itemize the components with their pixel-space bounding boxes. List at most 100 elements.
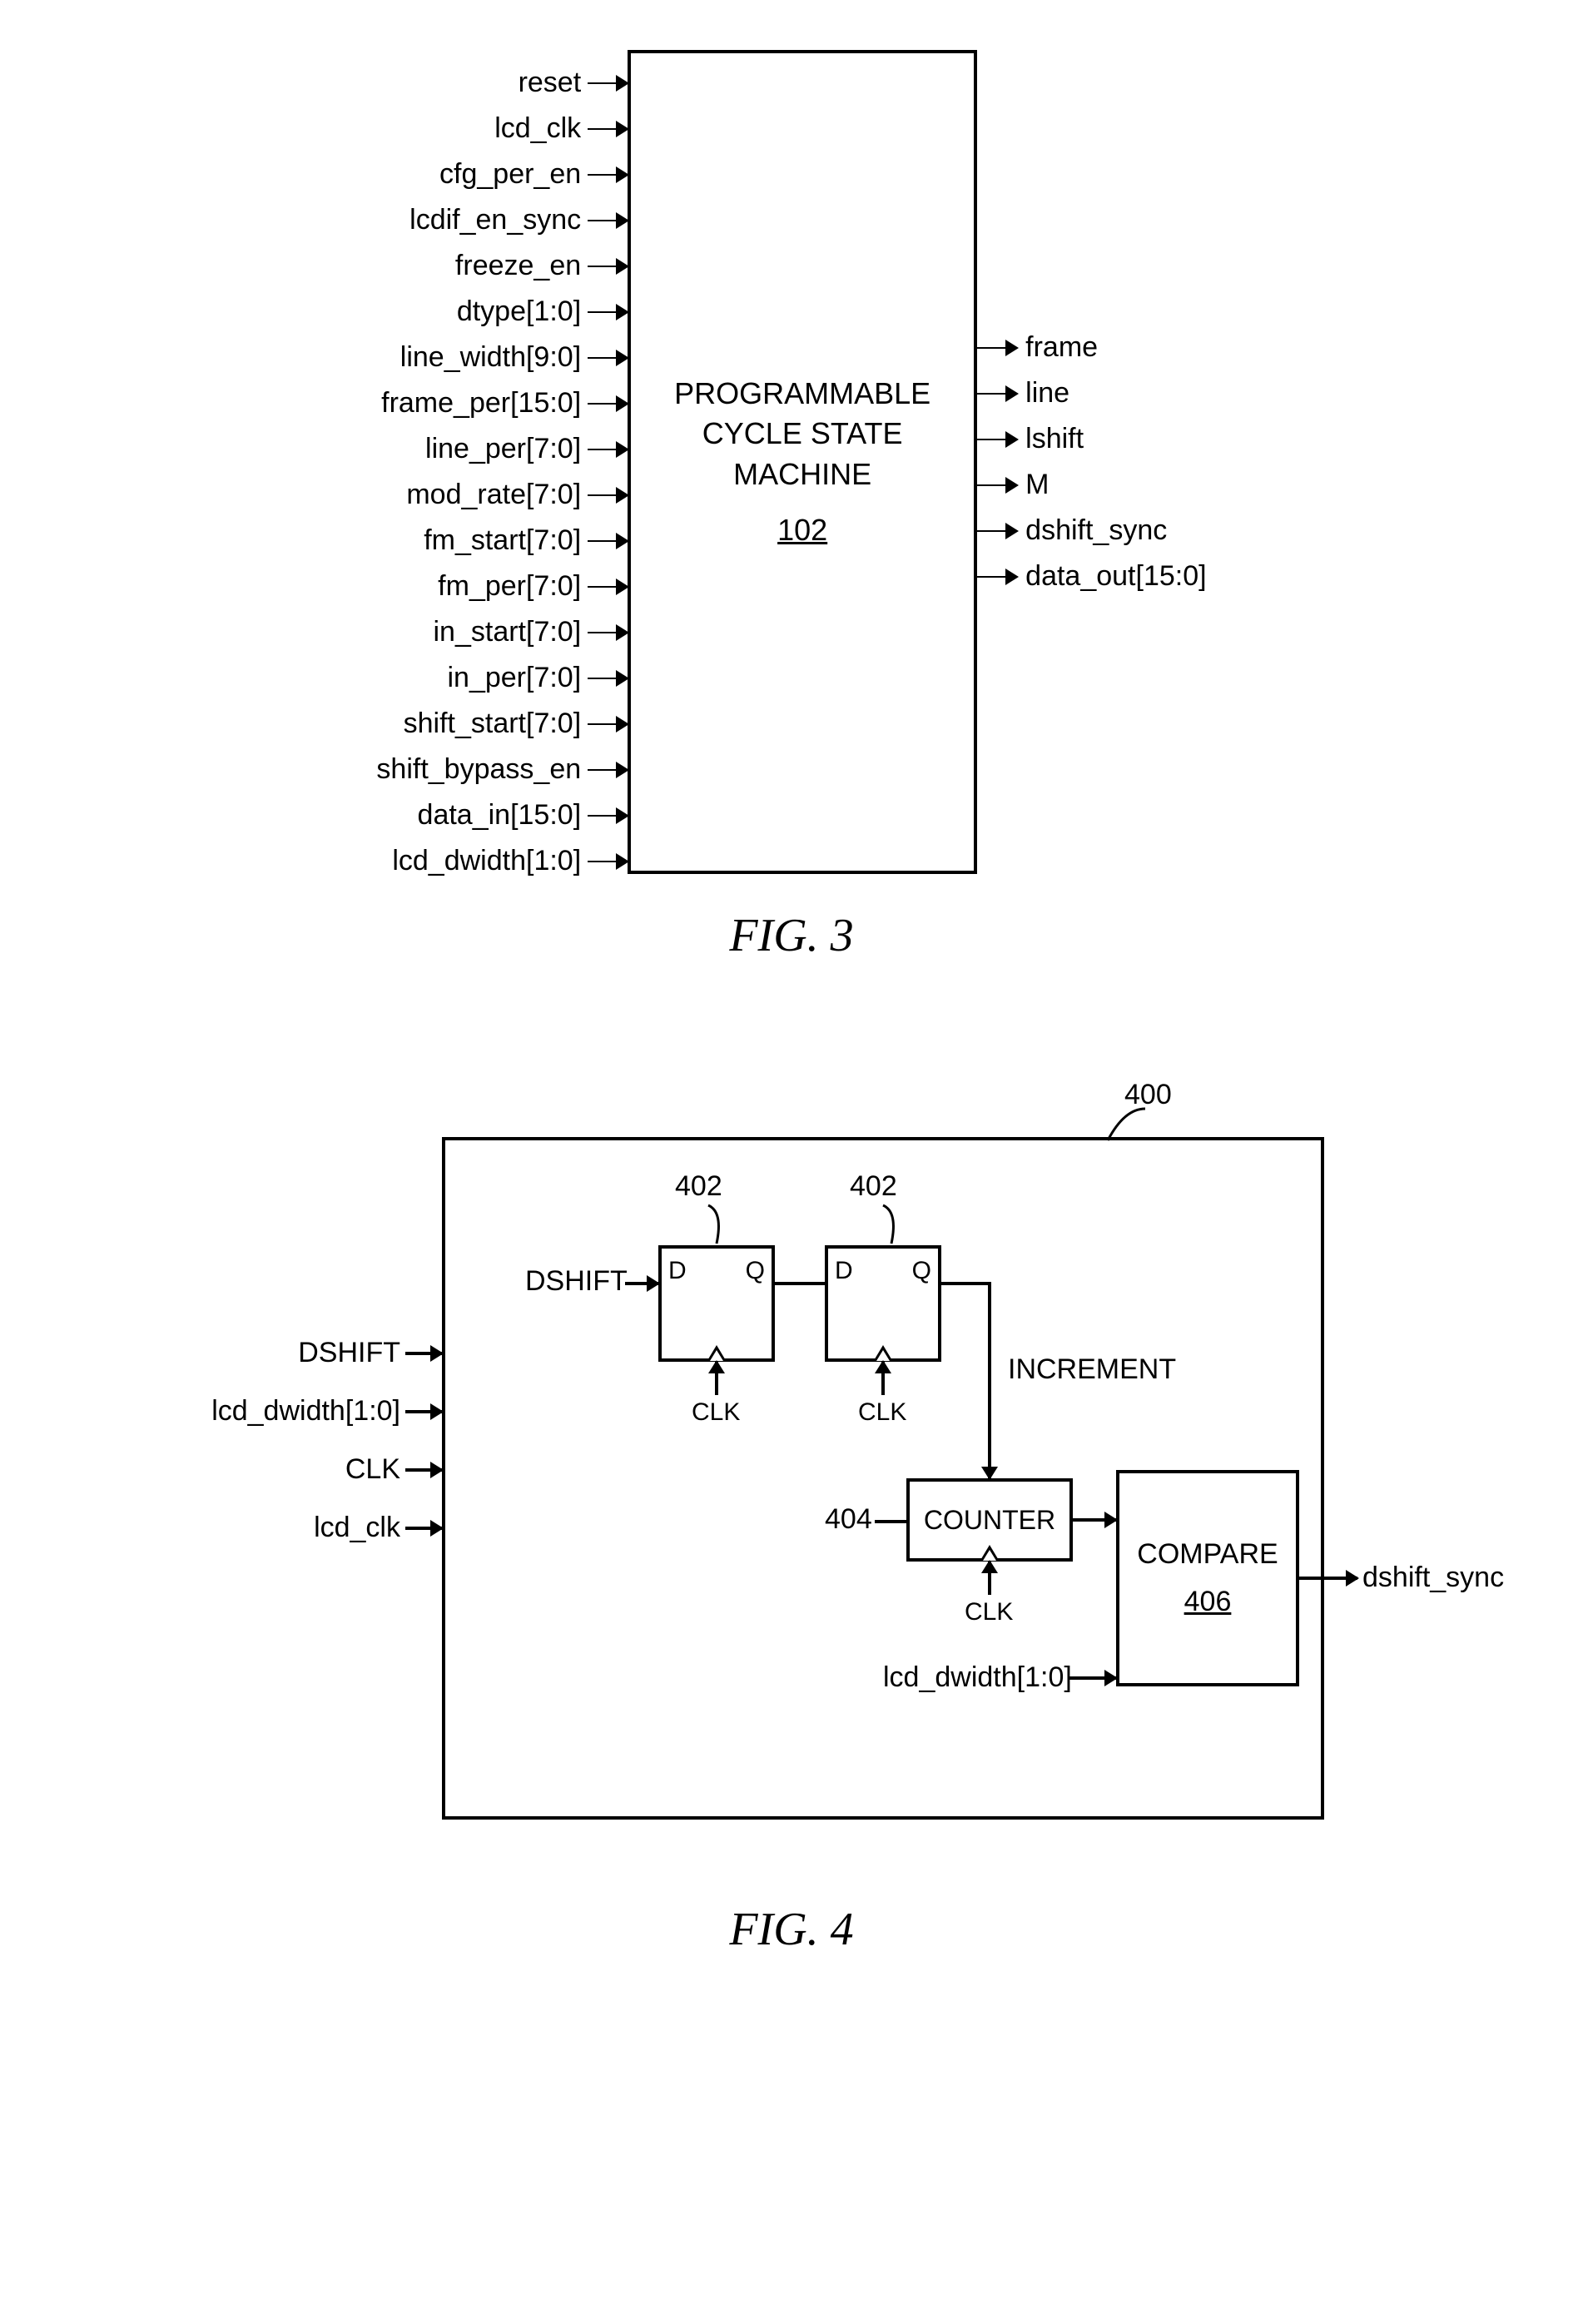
arrow-right-icon: [977, 484, 1017, 486]
arrow-right-icon: [588, 815, 628, 817]
arrow-right-icon: [588, 128, 628, 130]
input-signal: lcd_dwidth[1:0]: [392, 838, 628, 884]
signal-label: frame: [1025, 331, 1098, 364]
signal-label: lcd_clk: [494, 112, 581, 145]
dff-q-label: Q: [912, 1257, 931, 1285]
output-signal: lshift: [977, 416, 1084, 462]
fig3-layout: reset lcd_clk cfg_per_en lcdif_en_sync f…: [209, 50, 1374, 884]
block-title: PROGRAMMABLE CYCLE STATE MACHINE: [674, 374, 930, 495]
input-signal: fm_start[7:0]: [424, 518, 628, 564]
arrow-right-icon: [588, 311, 628, 313]
arrow-right-icon: [977, 576, 1017, 578]
arrow-up-icon: [988, 1562, 991, 1595]
output-signal: dshift_sync: [977, 508, 1167, 554]
input-signal: fm_per[7:0]: [438, 564, 628, 609]
signal-label: M: [1025, 469, 1049, 501]
arrow-right-icon: [588, 494, 628, 496]
input-signal: line_width[9:0]: [400, 335, 628, 380]
signal-label: shift_bypass_en: [376, 753, 581, 786]
arrow-right-icon: [588, 174, 628, 176]
state-machine-block: PROGRAMMABLE CYCLE STATE MACHINE 102: [628, 50, 977, 874]
signal-label: dshift_sync: [1025, 514, 1167, 547]
compare-label: COMPARE: [1137, 1538, 1278, 1571]
ext-input-label: lcd_dwidth[1:0]: [209, 1395, 400, 1428]
arrow-right-icon: [977, 530, 1017, 532]
arrow-right-icon: [588, 586, 628, 588]
input-signal: lcd_clk: [494, 106, 628, 151]
signal-label: freeze_en: [455, 250, 581, 282]
arrow-right-icon: [588, 540, 628, 542]
arrow-right-icon: [588, 723, 628, 725]
output-signal: line: [977, 370, 1069, 416]
input-signal: shift_bypass_en: [376, 747, 628, 792]
signal-label: lshift: [1025, 423, 1084, 455]
arrow-right-icon: [625, 1282, 658, 1285]
input-signal: lcdif_en_sync: [409, 197, 628, 243]
signal-label: lcd_dwidth[1:0]: [392, 845, 581, 877]
signal-label: cfg_per_en: [439, 158, 581, 191]
dff-reference: 402: [675, 1170, 722, 1203]
clk-label: CLK: [858, 1398, 906, 1427]
arrow-right-icon: [588, 220, 628, 221]
signal-label: in_per[7:0]: [447, 662, 581, 694]
compare-block: COMPARE 406: [1116, 1470, 1299, 1686]
dff-d-label: D: [835, 1257, 853, 1285]
leader-curve-icon: [875, 1204, 908, 1245]
input-signal: data_in[15:0]: [418, 792, 628, 838]
signal-label: lcdif_en_sync: [409, 204, 581, 236]
signal-label: data_in[15:0]: [418, 799, 582, 832]
signal-label: dtype[1:0]: [457, 295, 581, 328]
fig3-output-signals: frame line lshift M dshift_sync data_out…: [977, 50, 1206, 599]
input-signal: reset: [519, 60, 628, 106]
wire: [775, 1282, 825, 1285]
arrow-right-icon: [588, 266, 628, 267]
arrow-right-icon: [977, 347, 1017, 349]
arrow-up-icon: [715, 1362, 718, 1395]
arrow-right-icon: [588, 678, 628, 679]
arrow-right-icon: [1073, 1518, 1116, 1522]
arrow-right-icon: [588, 403, 628, 405]
arrow-right-icon: [588, 861, 628, 862]
arrow-right-icon: [405, 1527, 442, 1530]
d-flipflop-block: D Q: [658, 1245, 775, 1362]
signal-label: in_start[7:0]: [434, 616, 582, 648]
increment-label: INCREMENT: [1008, 1353, 1176, 1386]
signal-label: data_out[15:0]: [1025, 560, 1206, 593]
signal-label: shift_start[7:0]: [404, 708, 582, 740]
input-signal: dtype[1:0]: [457, 289, 628, 335]
figure-caption: FIG. 4: [209, 1903, 1374, 1956]
arrow-right-icon: [977, 393, 1017, 395]
leader-line: [875, 1520, 906, 1523]
arrow-right-icon: [588, 82, 628, 84]
arrow-right-icon: [405, 1352, 442, 1355]
ext-input-label: lcd_clk: [242, 1512, 400, 1544]
input-signal: frame_per[15:0]: [381, 380, 628, 426]
output-signal: frame: [977, 325, 1098, 370]
arrow-right-icon: [1299, 1577, 1357, 1580]
arrow-right-icon: [588, 449, 628, 450]
arrow-right-icon: [977, 439, 1017, 440]
signal-label: frame_per[15:0]: [381, 387, 581, 420]
compare-input-label: lcd_dwidth[1:0]: [883, 1661, 1072, 1694]
dff-q-label: Q: [746, 1257, 765, 1285]
input-signal: line_per[7:0]: [425, 426, 628, 472]
counter-reference: 404: [825, 1503, 872, 1536]
input-signal: in_per[7:0]: [447, 655, 628, 701]
signal-label: line: [1025, 377, 1069, 410]
signal-label: fm_start[7:0]: [424, 524, 581, 557]
counter-block: COUNTER: [906, 1478, 1073, 1562]
arrow-right-icon: [405, 1468, 442, 1472]
figure-4: 400 DSHIFT lcd_dwidth[1:0] CLK lcd_clk D…: [209, 1079, 1374, 1956]
input-signal: shift_start[7:0]: [404, 701, 628, 747]
arrow-up-icon: [881, 1362, 885, 1395]
signal-label: line_width[9:0]: [400, 341, 581, 374]
input-signal: freeze_en: [455, 243, 628, 289]
figure-caption: FIG. 3: [209, 909, 1374, 962]
clock-triangle-icon: [980, 1545, 1000, 1562]
arrow-down-icon: [988, 1282, 991, 1478]
signal-label: fm_per[7:0]: [438, 570, 581, 603]
output-label: dshift_sync: [1362, 1562, 1504, 1594]
figure-3: reset lcd_clk cfg_per_en lcdif_en_sync f…: [209, 50, 1374, 962]
arrow-right-icon: [588, 357, 628, 359]
dshift-internal-label: DSHIFT: [525, 1265, 628, 1298]
